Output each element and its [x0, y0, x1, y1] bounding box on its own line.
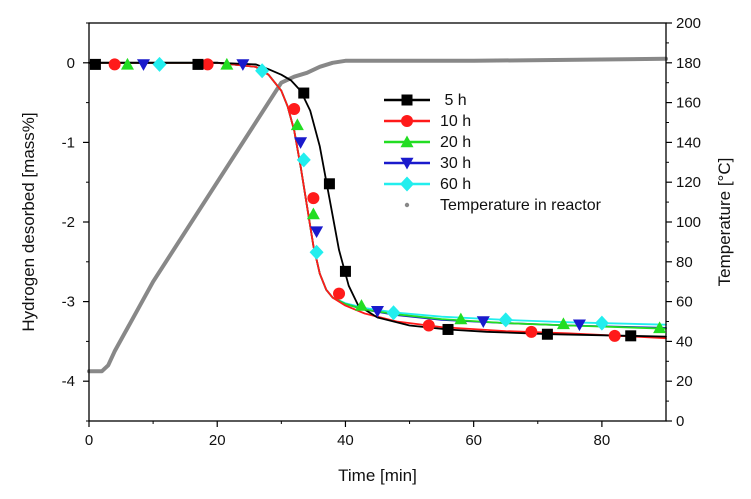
y-tick-label: -4	[62, 373, 75, 390]
data-point-4	[296, 152, 311, 168]
data-point-1	[288, 102, 301, 115]
legend-marker	[401, 115, 413, 127]
series-markers	[89, 56, 667, 342]
y2-tick-label: 80	[676, 254, 693, 271]
data-point-3	[371, 305, 384, 318]
legend-label: 20 h	[440, 134, 471, 151]
data-point-3	[476, 316, 490, 328]
data-point-1	[525, 325, 538, 338]
legend-label: 5 h	[440, 92, 467, 109]
data-point-4	[309, 244, 324, 260]
data-point-2	[454, 312, 468, 325]
data-point-1	[201, 58, 214, 71]
data-point-2	[120, 57, 134, 70]
y-axis-title: Hydrogen desorbed [mass%]	[19, 112, 38, 331]
y2-tick-label: 160	[676, 95, 701, 112]
data-point-2	[556, 317, 570, 330]
series-line-0	[88, 61, 667, 338]
y2-tick-label: 120	[676, 174, 701, 191]
data-point-3	[572, 319, 586, 332]
data-point-2	[653, 321, 667, 334]
legend-label: 60 h	[440, 176, 471, 193]
data-point-1	[422, 319, 435, 332]
data-point-4	[594, 315, 609, 331]
x-tick-label: 80	[594, 432, 611, 449]
x-axis-title: Time [min]	[338, 466, 417, 485]
data-point-0	[323, 178, 335, 190]
data-point-0	[192, 58, 204, 70]
data-point-0	[298, 87, 310, 99]
data-point-3	[236, 59, 250, 71]
data-point-1	[333, 287, 346, 300]
data-point-3	[310, 226, 324, 239]
data-point-0	[89, 58, 101, 70]
y2-tick-label: 0	[676, 413, 684, 430]
axis-ticks: 0 20 40 60 80 0 -1 -2 -3 -4 0 20 40 60 80 100 120 140 160 1…	[62, 15, 701, 449]
y-tick-label: 0	[67, 55, 75, 72]
y2-tick-label: 180	[676, 55, 701, 72]
legend-label: 10 h	[440, 113, 471, 130]
data-point-2	[220, 57, 234, 70]
y-tick-label: -3	[62, 294, 75, 311]
y-tick-label: -1	[62, 134, 75, 151]
data-point-4	[498, 312, 513, 328]
series-line-5	[87, 56, 668, 374]
legend-marker	[400, 135, 414, 148]
data-point-4	[152, 56, 167, 72]
data-point-0	[541, 328, 553, 340]
series-line-4	[88, 61, 667, 326]
data-point-0	[339, 265, 351, 277]
series-line-3	[88, 61, 667, 329]
x-tick-label: 20	[209, 432, 226, 449]
x-tick-label: 40	[337, 432, 354, 449]
series-line-2	[88, 61, 667, 330]
y2-axis-title: Temperature [°C]	[715, 158, 734, 287]
data-point-1	[608, 329, 621, 342]
data-point-3	[136, 59, 150, 71]
legend-label: 30 h	[440, 155, 471, 172]
plot-frame-rect	[88, 22, 667, 422]
data-point-3	[294, 137, 308, 149]
data-point-4	[255, 63, 270, 79]
y2-tick-label: 100	[676, 214, 701, 231]
data-point-0	[442, 323, 454, 335]
data-point-1	[307, 192, 320, 205]
data-point-1	[108, 58, 121, 71]
plot-frame	[88, 22, 667, 422]
y2-tick-label: 140	[676, 134, 701, 151]
series-lines	[87, 56, 668, 374]
legend-marker	[401, 94, 413, 106]
y2-tick-label: 20	[676, 373, 693, 390]
y2-tick-label: 60	[676, 294, 693, 311]
data-point-4	[386, 305, 401, 321]
legend-marker	[404, 202, 410, 208]
data-point-2	[290, 118, 304, 131]
legend: 5 h 10 h 20 h 30 h 60 h Temperature in reacto…	[384, 92, 602, 214]
legend-marker	[400, 157, 414, 170]
legend-label: Temperature in reactor	[440, 197, 602, 214]
legend-marker	[400, 176, 414, 192]
x-tick-label: 0	[85, 432, 93, 449]
data-point-0	[625, 330, 637, 342]
data-point-2	[354, 299, 368, 311]
x-tick-label: 60	[465, 432, 482, 449]
y-tick-label: -2	[62, 214, 75, 231]
y2-tick-label: 200	[676, 15, 701, 32]
y2-tick-label: 40	[676, 333, 693, 350]
data-point-2	[306, 207, 320, 220]
